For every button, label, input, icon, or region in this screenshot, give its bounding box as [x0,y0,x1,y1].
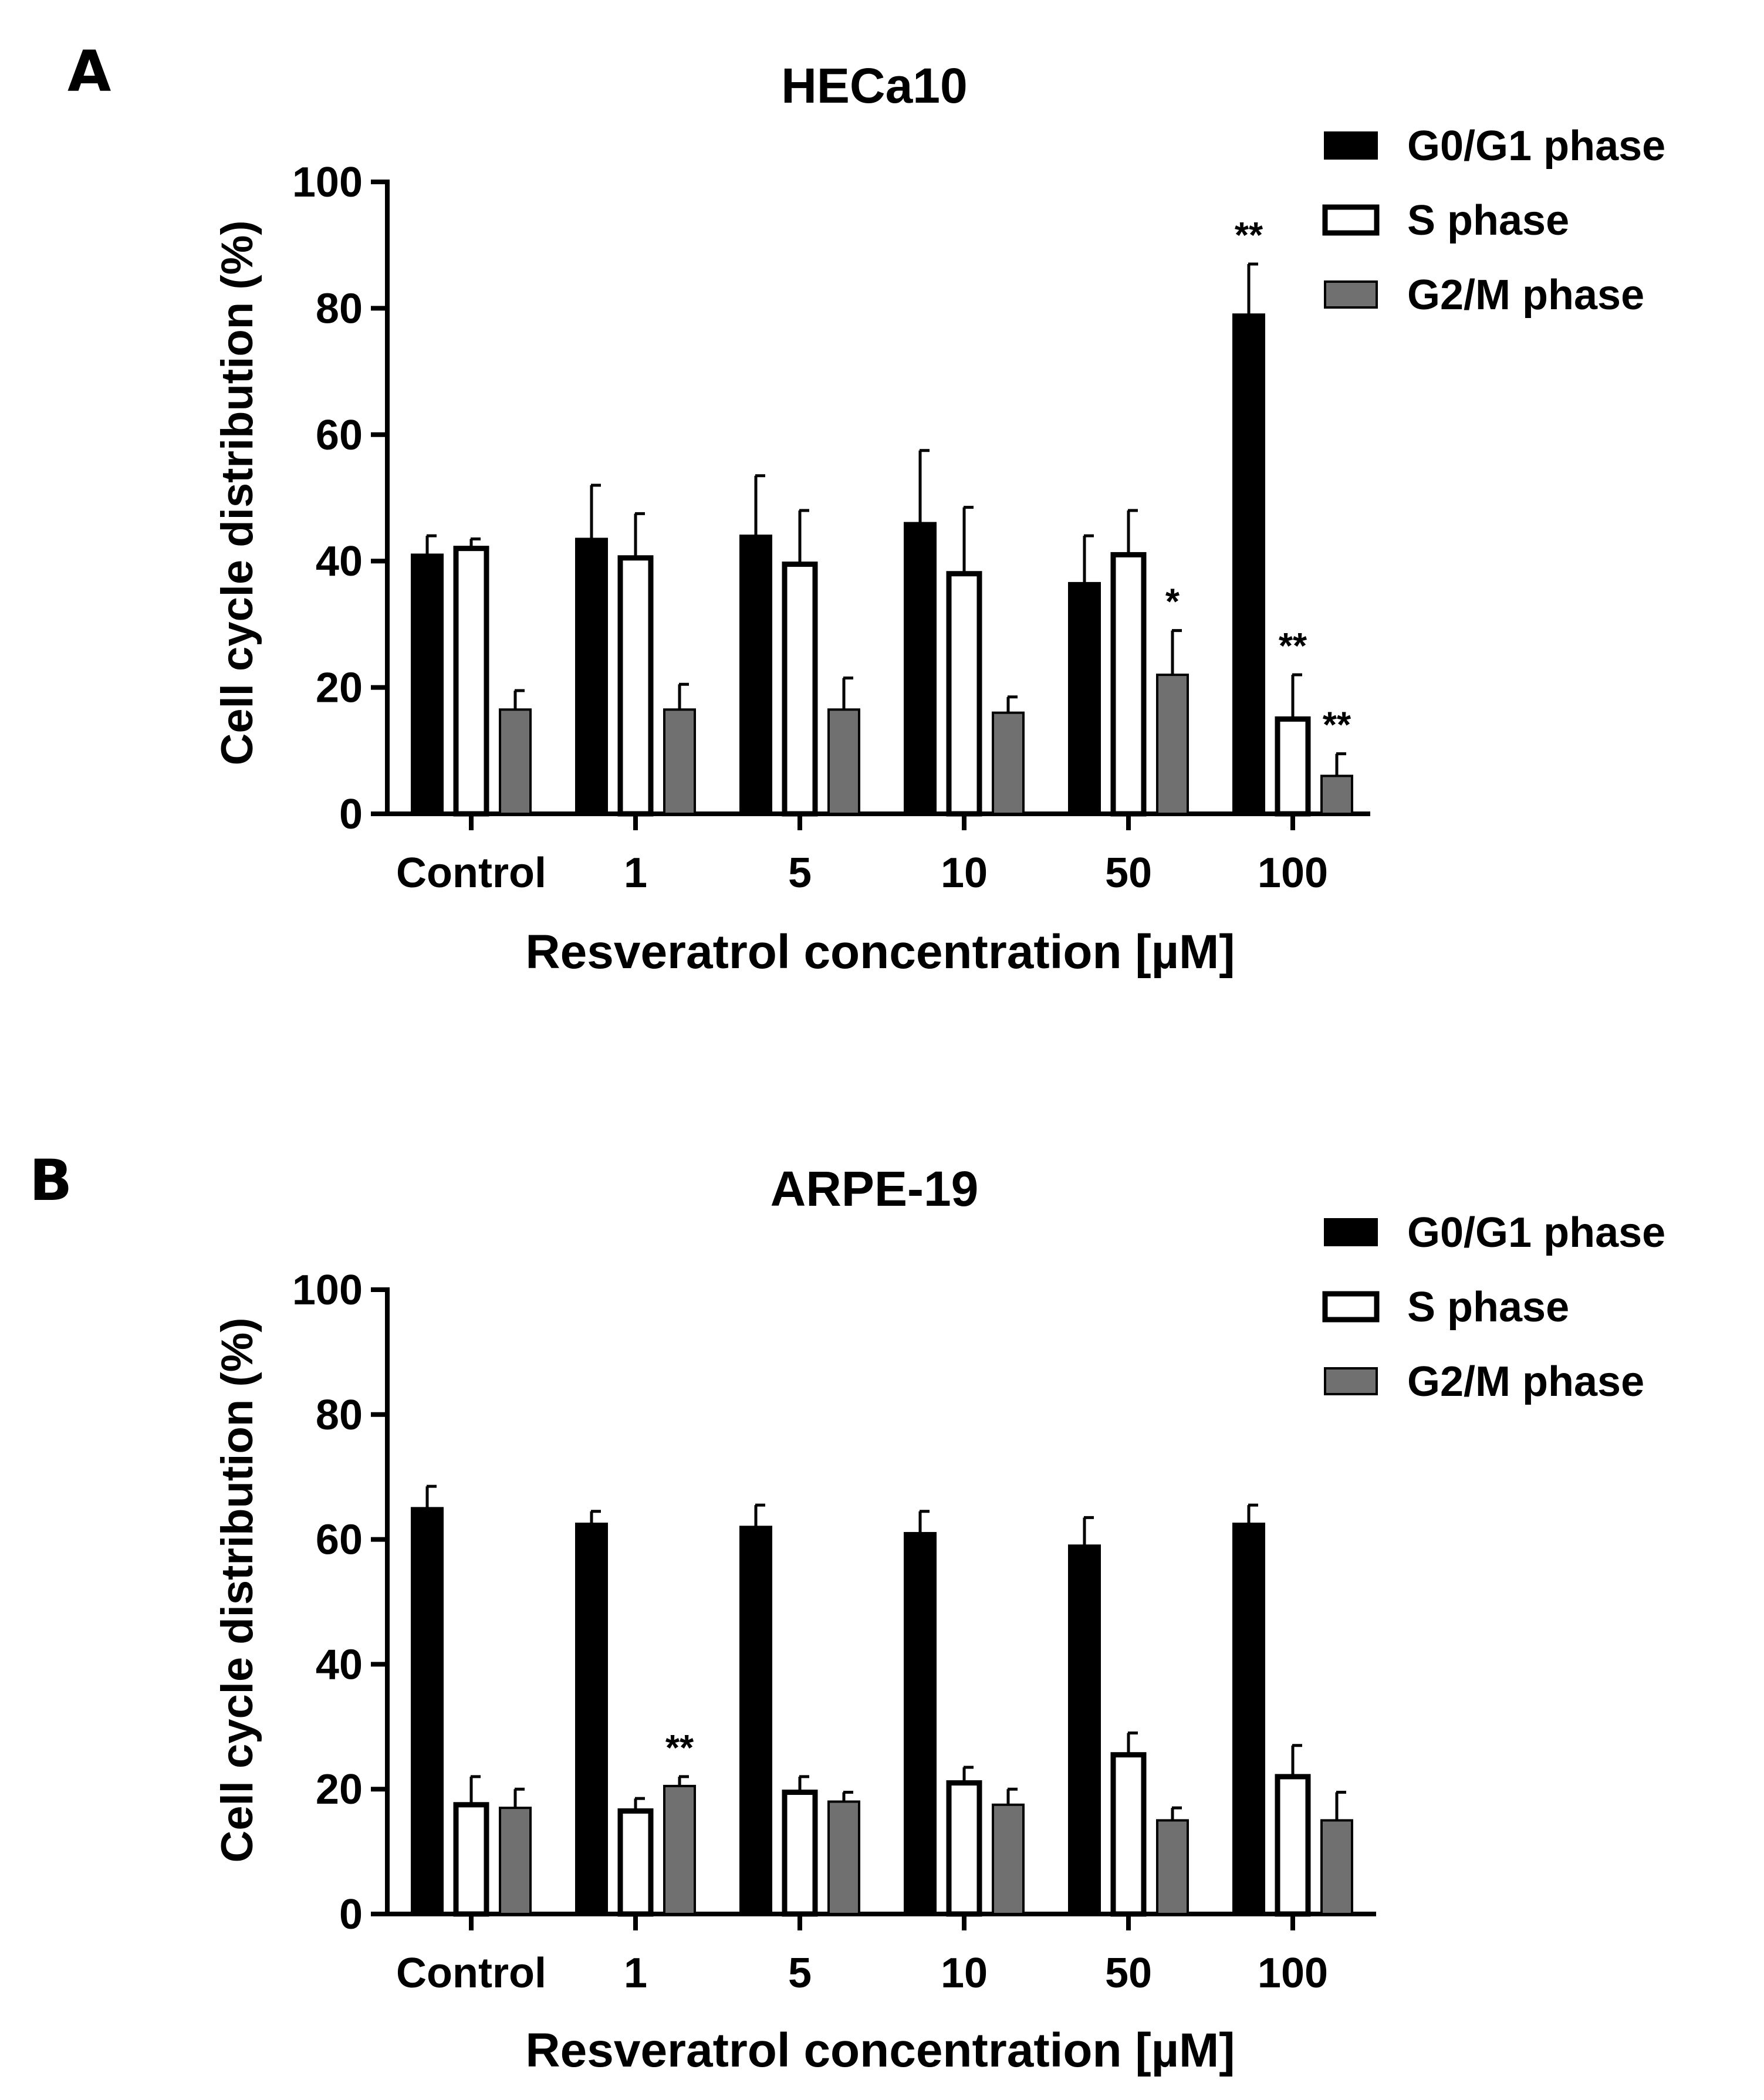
x-tick-label: Control [396,1950,546,1997]
bar [411,1507,444,1915]
x-tick-label: 10 [941,850,988,897]
bar [992,1803,1025,1916]
bar [411,553,444,815]
legend: G0/G1 phase S phase G2/M phase [1322,1209,1665,1405]
bar [904,1531,937,1915]
significance-marker: ** [1235,215,1263,256]
y-tick-label: 0 [339,1891,363,1938]
bar [782,562,818,817]
x-axis-label: Resveratrol concentration [µM] [525,925,1235,979]
bar [663,1784,696,1915]
legend-label: G2/M phase [1407,272,1644,319]
bar [453,1802,489,1917]
bar [617,555,654,817]
legend: G0/G1 phase S phase G2/M phase [1322,123,1665,319]
legend-label: S phase [1407,1284,1569,1331]
bar [1320,775,1353,816]
x-tick-label: 5 [788,850,812,897]
y-tick-label: 80 [316,1392,363,1439]
bar [739,535,772,815]
legend-swatch [1324,1218,1378,1246]
legend-label: G2/M phase [1407,1358,1644,1405]
x-tick-label: Control [396,850,546,897]
bar [1068,1544,1101,1915]
chart-title: HECa10 [781,58,968,113]
significance-marker: * [1165,582,1180,623]
y-tick-label: 20 [316,665,363,712]
bar [1110,1752,1147,1917]
significance-marker: ** [665,1728,694,1768]
y-tick-label: 100 [292,159,363,206]
legend-swatch [1324,1367,1378,1395]
bar [663,708,696,816]
panel-b: B ARPE-19 Cell cycle distribution (%) Re… [29,1148,1665,2077]
bar [1275,1774,1311,1917]
x-tick-label: 50 [1105,850,1152,897]
x-tick-label: 5 [788,1950,812,1997]
bar [827,1800,860,1915]
bar [739,1526,772,1916]
x-tick-label: 1 [624,1950,647,1997]
panel-letter: B [29,1148,72,1213]
y-tick-label: 40 [316,1641,363,1688]
x-axis-label: Resveratrol concentration [µM] [525,2024,1235,2077]
legend-label: S phase [1407,197,1569,244]
legend-label: G0/G1 phase [1407,1209,1665,1256]
legend-label: G0/G1 phase [1407,123,1665,170]
y-axis-label: Cell cycle distribution (%) [212,1317,262,1862]
y-tick-label: 80 [316,285,363,332]
bar [499,1807,532,1916]
bar [1068,581,1101,816]
panel-letter: A [67,39,111,104]
legend-swatch [1324,131,1378,160]
x-tick-label: 1 [624,850,647,897]
panel-a: A HECa10 Cell cycle distribution (%) Res… [67,39,1665,979]
y-tick-label: 0 [339,791,363,838]
bar [992,711,1025,816]
bar [1232,1523,1265,1915]
y-tick-label: 100 [292,1267,363,1314]
legend-swatch [1322,204,1380,236]
bar [617,1808,654,1917]
y-tick-label: 40 [316,538,363,585]
legend-swatch [1322,1291,1380,1323]
significance-marker: ** [1323,705,1351,746]
y-tick-label: 20 [316,1766,363,1813]
x-tick-label: 100 [1258,850,1328,897]
bar [782,1790,818,1917]
y-tick-label: 60 [316,412,363,459]
bar [1110,552,1147,817]
bar [1232,313,1265,815]
bar [1156,1819,1189,1915]
bar [1275,716,1311,817]
x-tick-label: 10 [941,1950,988,1997]
y-tick-label: 60 [316,1517,363,1564]
chart-title: ARPE-19 [771,1161,979,1216]
significance-marker: ** [1279,626,1307,667]
y-axis-label: Cell cycle distribution (%) [212,220,262,765]
bar [453,546,489,817]
bar [575,1523,608,1915]
bar [1320,1819,1353,1915]
bar [499,708,532,816]
plot-area: 0 20 40 60 80 100 ** Control 1 5 10 50 100 [292,1267,1376,1997]
bar [946,571,982,817]
x-tick-label: 50 [1105,1950,1152,1997]
bar [575,537,608,815]
bar [827,708,860,816]
legend-swatch [1324,280,1378,309]
bar [946,1780,982,1917]
x-tick-label: 100 [1258,1950,1328,1997]
bar [1156,674,1189,816]
bar [904,522,937,816]
